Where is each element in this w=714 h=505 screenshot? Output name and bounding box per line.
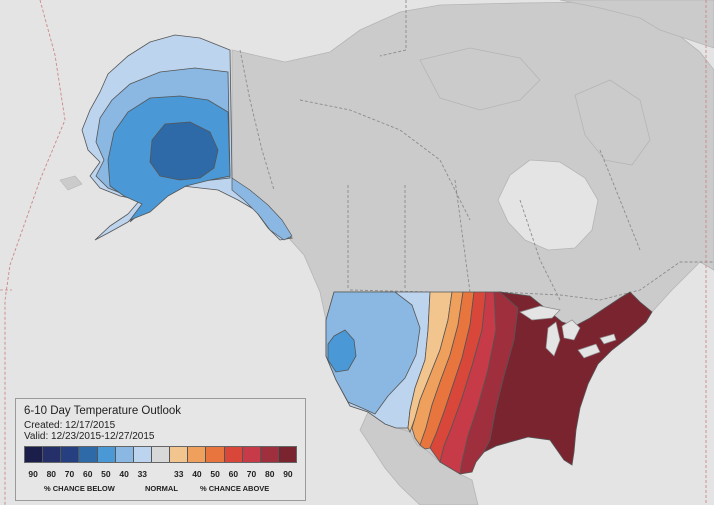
caption-normal: NORMAL: [145, 484, 178, 493]
caption-chance-below: % CHANCE BELOW: [44, 484, 115, 493]
legend-swatch: [188, 447, 207, 462]
land-greenland: [559, 0, 714, 49]
legend-swatch: [133, 447, 152, 462]
water-hudson-bay: [497, 159, 599, 251]
alaska-below-60: [149, 121, 219, 181]
land-aleutian-islands: [59, 175, 83, 191]
legend-title: 6-10 Day Temperature Outlook: [24, 405, 182, 417]
great-lakes: [519, 305, 617, 359]
west-below-50: [327, 329, 357, 373]
land-baffin-island: [574, 79, 651, 166]
outlook-legend: 6-10 Day Temperature Outlook Created: 12…: [15, 398, 306, 501]
legend-tick: 40: [192, 469, 202, 479]
legend-tick-labels: 90 80 70 60 50 40 33 33 40 50 60 70 80 90: [24, 469, 297, 479]
legend-tick: 70: [246, 469, 257, 479]
legend-swatch: [61, 447, 80, 462]
alaska-panhandle: [231, 177, 293, 241]
legend-tick: 50: [210, 469, 220, 479]
legend-valid-dates: Valid: 12/23/2015-12/27/2015: [24, 431, 155, 442]
legend-tick: 90: [28, 469, 38, 479]
legend-tick: 40: [119, 469, 129, 479]
legend-swatch: [260, 447, 279, 462]
legend-tick: 70: [64, 469, 75, 479]
legend-tick: 60: [228, 469, 239, 479]
legend-swatch: [97, 447, 116, 462]
legend-swatch: [151, 447, 171, 462]
legend-tick: 80: [46, 469, 57, 479]
land-mexico: [359, 411, 479, 505]
land-arctic-islands: [419, 47, 541, 111]
legend-tick: 50: [101, 469, 111, 479]
legend-color-bar: [24, 446, 297, 463]
legend-swatch: [43, 447, 62, 462]
legend-tick: 90: [283, 469, 293, 479]
legend-swatch: [25, 447, 44, 462]
legend-tick: 60: [82, 469, 93, 479]
legend-created-date: Created: 12/17/2015: [24, 420, 116, 431]
legend-swatch: [224, 447, 243, 462]
legend-swatch: [206, 447, 225, 462]
legend-tick: 33: [173, 469, 184, 479]
legend-tick: 33: [137, 469, 148, 479]
legend-captions: % CHANCE BELOW NORMAL % CHANCE ABOVE: [24, 484, 297, 496]
legend-swatch: [278, 447, 297, 462]
legend-swatch: [170, 447, 189, 462]
dashed-boundaries: [239, 0, 714, 301]
caption-chance-above: % CHANCE ABOVE: [200, 484, 270, 493]
legend-swatch: [79, 447, 98, 462]
legend-swatch: [115, 447, 134, 462]
legend-swatch: [242, 447, 261, 462]
date-line: [4, 0, 66, 505]
legend-tick: 80: [265, 469, 275, 479]
legend-tick: [151, 469, 169, 479]
